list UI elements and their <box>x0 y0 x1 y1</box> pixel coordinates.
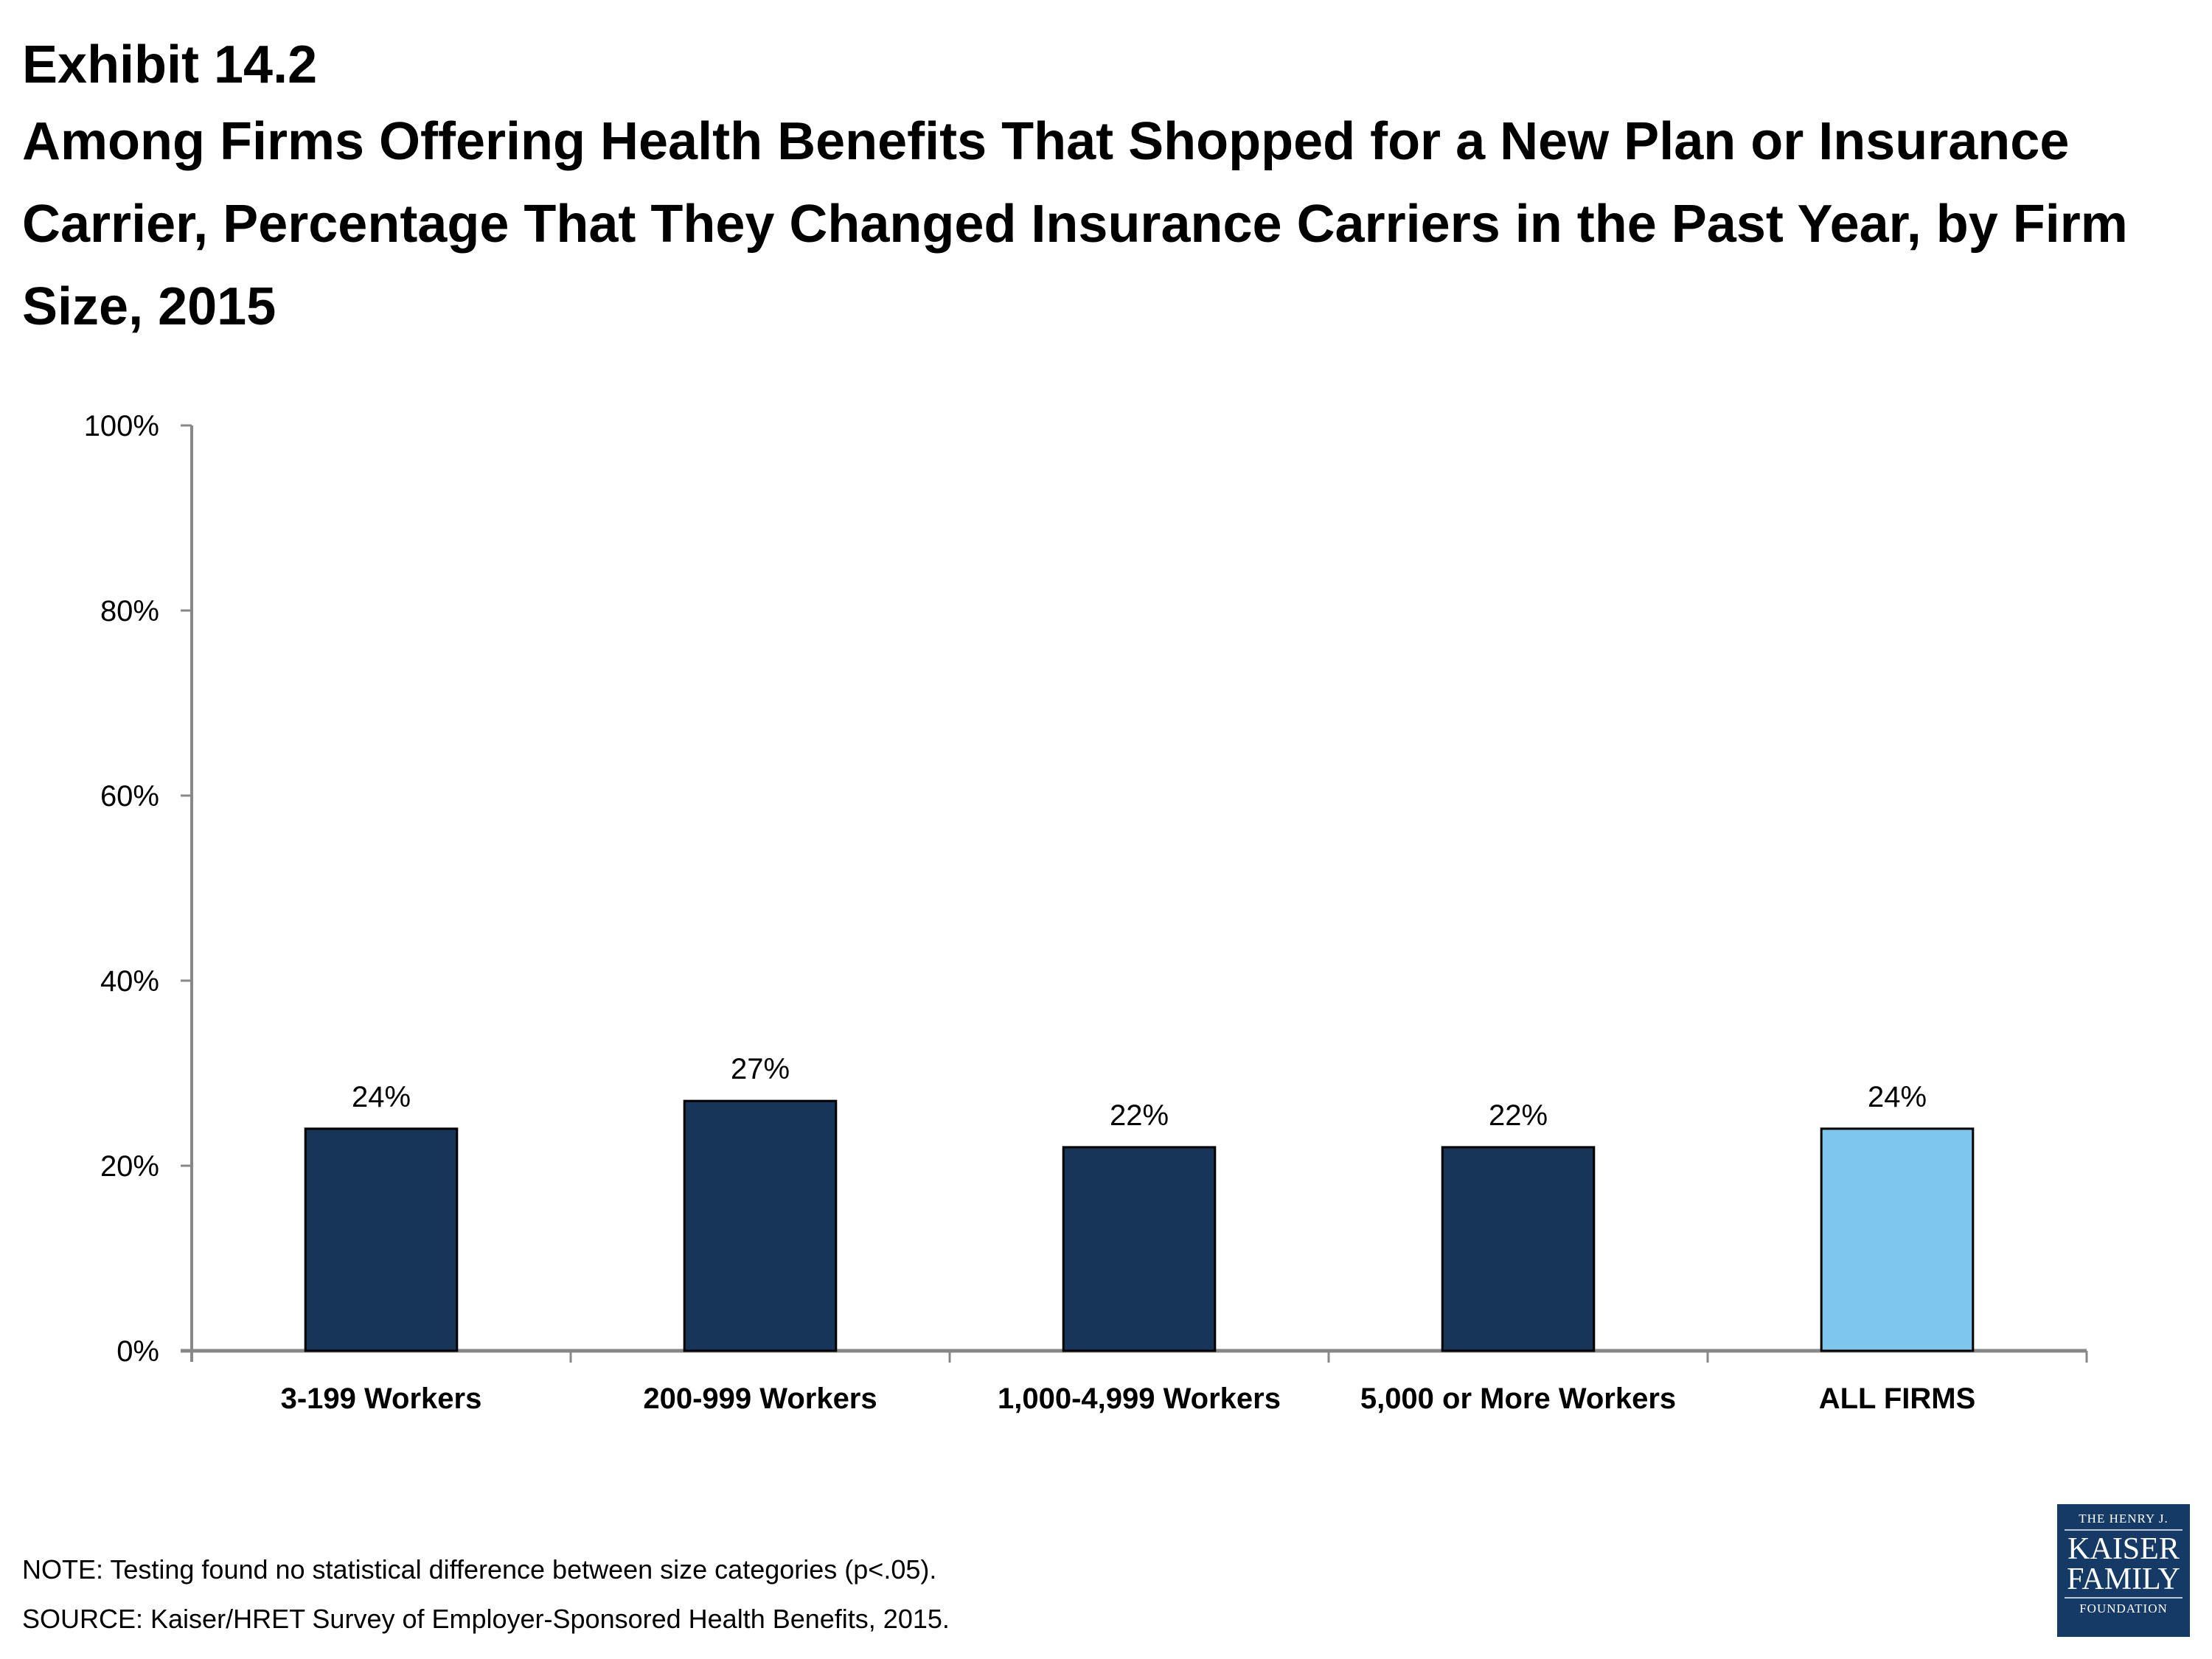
bar-3-199-workers <box>304 1127 459 1352</box>
category-label: 5,000 or More Workers <box>1360 1382 1676 1415</box>
y-tick-label: 40% <box>100 965 159 998</box>
y-tick-label: 0% <box>116 1335 159 1368</box>
source-text: SOURCE: Kaiser/HRET Survey of Employer-S… <box>22 1604 950 1634</box>
exhibit-number: Exhibit 14.2 <box>22 35 318 94</box>
data-label: 22% <box>1110 1099 1169 1132</box>
kff-logo: THE HENRY J. KAISER FAMILY FOUNDATION <box>2057 1504 2190 1637</box>
chart-title: Among Firms Offering Health Benefits Tha… <box>22 112 2128 336</box>
bar-1-000-4-999-workers <box>1062 1146 1217 1352</box>
note-text: NOTE: Testing found no statistical diffe… <box>22 1554 937 1585</box>
x-axis: 3-199 Workers 200-999 Workers 1,000-4,999 … <box>181 1349 2088 1415</box>
category-label: ALL FIRMS <box>1819 1382 1976 1415</box>
bars: 24% 27% 22% 22% 24% <box>304 1053 1975 1352</box>
y-tick-label: 100% <box>84 410 159 442</box>
y-tick-label: 20% <box>100 1150 159 1183</box>
y-tick-label: 80% <box>100 595 159 627</box>
bar-5-000-or-more-workers <box>1441 1146 1596 1352</box>
bar-200-999-workers <box>683 1099 838 1352</box>
title-block: Exhibit 14.2 Among Firms Offering Health… <box>22 29 2160 348</box>
logo-line-1: THE HENRY J. <box>2065 1512 2183 1531</box>
category-label: 1,000-4,999 Workers <box>998 1382 1281 1415</box>
category-label: 200-999 Workers <box>643 1382 877 1415</box>
logo-line-2: KAISER <box>2067 1532 2180 1566</box>
logo-line-4: FOUNDATION <box>2079 1601 2168 1615</box>
bar-all-firms <box>1820 1127 1975 1352</box>
logo-line-3: FAMILY <box>2065 1564 2183 1599</box>
data-label: 24% <box>352 1081 411 1113</box>
y-tick-label: 60% <box>100 780 159 813</box>
data-label: 24% <box>1868 1081 1927 1113</box>
data-label: 22% <box>1489 1099 1548 1132</box>
data-label: 27% <box>731 1053 790 1085</box>
category-label: 3-199 Workers <box>281 1382 482 1415</box>
y-axis: 0% 20% 40% 60% 80% 100% <box>84 410 193 1368</box>
